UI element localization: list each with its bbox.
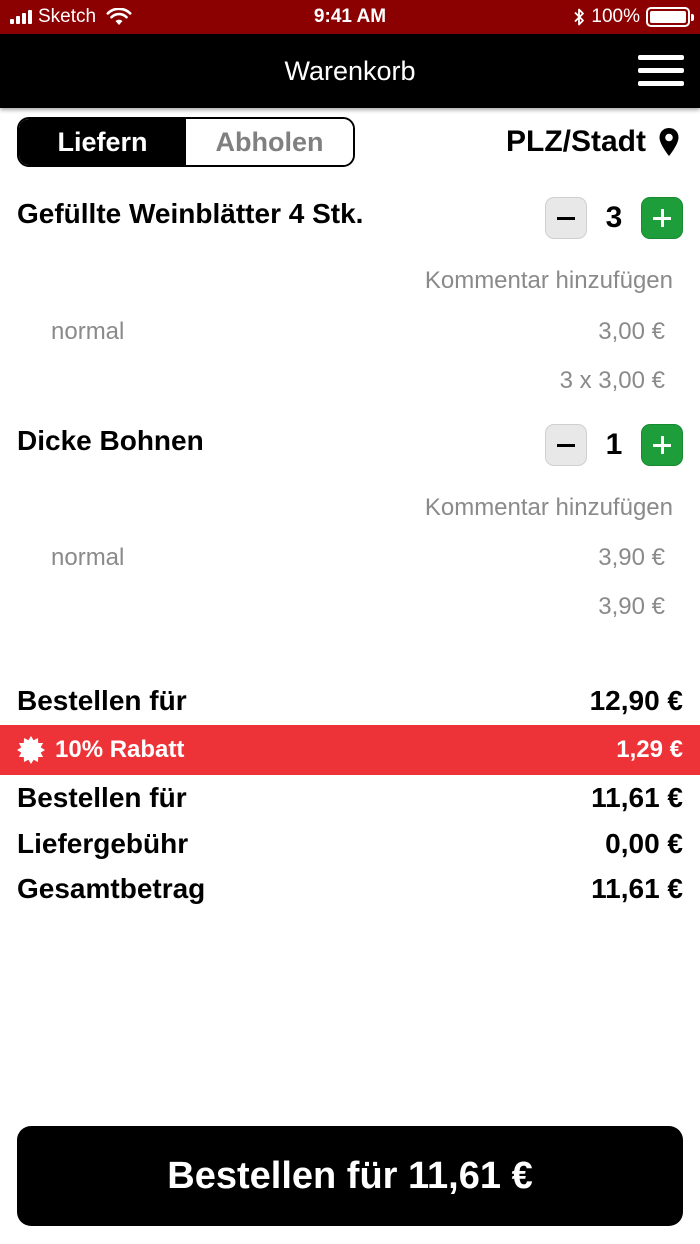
add-comment-link[interactable]: Kommentar hinzufügen	[424, 267, 673, 294]
plus-icon	[653, 209, 671, 227]
discount-label: 10% Rabatt	[55, 736, 185, 763]
bluetooth-icon	[574, 8, 585, 26]
delivery-fee-value: 0,00 €	[605, 828, 683, 859]
battery-percent: 100%	[591, 6, 640, 27]
increase-quantity-button[interactable]	[641, 197, 683, 239]
discount-badge-icon	[17, 736, 45, 764]
discount-info: 10% Rabatt	[17, 736, 184, 764]
location-label: PLZ/Stadt	[506, 125, 646, 158]
delivery-fee-row: Liefergebühr 0,00 €	[17, 828, 683, 860]
total-row: Gesamtbetrag 11,61 €	[17, 873, 683, 905]
status-bar: Sketch 9:41 AM 100%	[0, 0, 700, 34]
location-selector[interactable]: PLZ/Stadt	[506, 117, 680, 167]
location-pin-icon	[659, 128, 679, 156]
quantity-value: 3	[605, 201, 623, 234]
page-title: Warenkorb	[284, 56, 416, 86]
nav-bar: Warenkorb	[0, 34, 700, 108]
cart-item-name: Gefüllte Weinblätter 4 Stk.	[17, 198, 364, 229]
delivery-mode-toggle: Liefern Abholen	[17, 117, 355, 167]
status-left: Sketch	[10, 6, 132, 28]
subtotal-label: Bestellen für	[17, 685, 187, 716]
menu-icon[interactable]	[638, 55, 684, 87]
wifi-icon	[106, 8, 132, 25]
subtotal-value: 12,90 €	[589, 685, 683, 716]
battery-icon	[646, 7, 694, 27]
after-discount-label: Bestellen für	[17, 782, 187, 813]
minus-icon	[557, 443, 575, 447]
tab-liefern[interactable]: Liefern	[19, 119, 186, 165]
discount-value: 1,29 €	[616, 736, 683, 763]
quantity-value: 1	[605, 428, 623, 461]
carrier-label: Sketch	[38, 6, 97, 27]
item-line-total: 3,90 €	[598, 593, 665, 620]
item-unit-price: 3,90 €	[598, 544, 665, 571]
tab-abholen[interactable]: Abholen	[186, 119, 353, 165]
total-value: 11,61 €	[591, 873, 683, 904]
add-comment-link[interactable]: Kommentar hinzufügen	[424, 494, 673, 521]
signal-icon	[10, 10, 32, 24]
item-variant: normal	[51, 318, 125, 345]
item-unit-price: 3,00 €	[598, 318, 665, 345]
total-label: Gesamtbetrag	[17, 873, 206, 904]
after-discount-row: Bestellen für 11,61 €	[17, 782, 683, 814]
item-line-total: 3 x 3,00 €	[559, 367, 665, 394]
delivery-fee-label: Liefergebühr	[17, 828, 189, 859]
increase-quantity-button[interactable]	[641, 424, 683, 466]
status-time: 9:41 AM	[313, 6, 387, 27]
plus-icon	[653, 436, 671, 454]
item-variant: normal	[51, 544, 125, 571]
decrease-quantity-button[interactable]	[545, 197, 587, 239]
status-right: 100%	[573, 6, 694, 28]
after-discount-value: 11,61 €	[591, 782, 683, 813]
decrease-quantity-button[interactable]	[545, 424, 587, 466]
quantity-stepper: 1	[545, 424, 683, 466]
cart-item-name: Dicke Bohnen	[17, 425, 204, 456]
subtotal-row: Bestellen für 12,90 €	[17, 685, 683, 717]
minus-icon	[557, 216, 575, 220]
order-button[interactable]: Bestellen für 11,61 €	[17, 1126, 683, 1226]
discount-banner: 10% Rabatt 1,29 €	[0, 725, 700, 775]
quantity-stepper: 3	[545, 197, 683, 239]
